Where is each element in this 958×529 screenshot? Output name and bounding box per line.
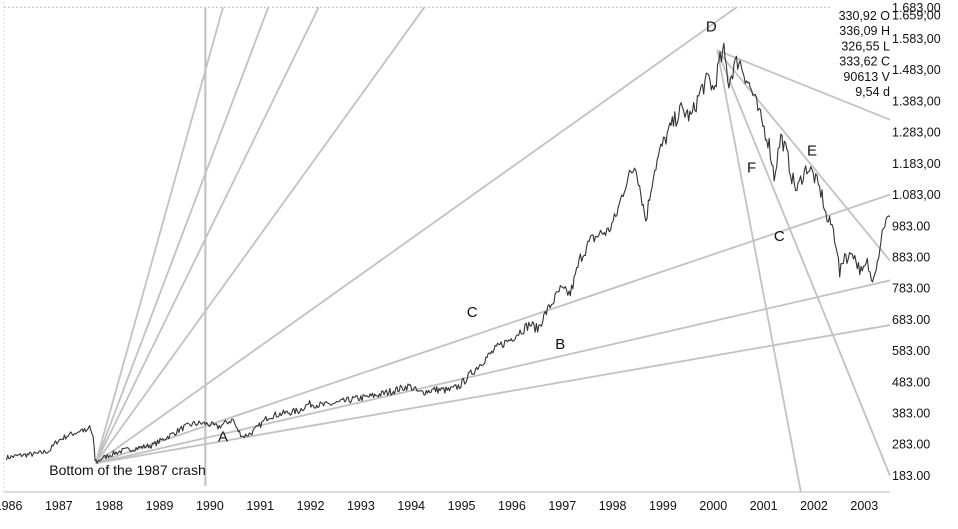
y-tick-label: 1.083,00 [892,188,941,202]
x-tick-label: 1990 [196,499,224,513]
y-tick-label: 483.00 [892,375,930,389]
x-tick-label: 1996 [498,499,526,513]
x-tick-label: 2001 [750,499,778,513]
point-label-4: C [467,304,478,321]
fan-line-8 [95,324,891,465]
fan-line-1 [94,7,224,464]
fan-line-9 [716,49,891,121]
point-label-5: B [555,336,565,353]
y-tick-label: 983.00 [892,219,930,233]
y-tick-label: 783.00 [892,282,930,296]
y-tick-label: 283.00 [892,438,930,452]
price-line [5,42,891,464]
fan-line-10 [716,49,891,262]
x-tick-label: 2000 [699,499,727,513]
ohlc-readout-line: 336,09 H [839,24,890,38]
y-tick-label: 1.683,00 [892,1,941,15]
x-tick-label: 1989 [146,499,174,513]
x-tick-labels: 1986 1987 1988 1989 1990 1991 1992 1993 1994 1995… [0,499,878,513]
x-tick-label: 1986 [0,499,22,513]
x-tick-label: 1995 [448,499,476,513]
ohlc-readout-line: 326,55 L [841,39,890,53]
ohlc-readout-line: 9,54 d [855,85,890,99]
y-tick-label: 583.00 [892,344,930,358]
point-label-3: C [774,228,785,245]
y-tick-label: 1.183,00 [892,157,941,171]
y-tick-label: 683.00 [892,313,930,327]
x-tick-label: 1988 [95,499,123,513]
x-tick-label: 1998 [599,499,627,513]
x-tick-label: 2002 [800,499,828,513]
y-tick-label: 883.00 [892,250,930,264]
x-tick-label: 1993 [347,499,375,513]
y-tick-label: 1.659,00 [892,8,941,22]
point-label-0: D [706,19,717,36]
x-tick-label: 1991 [246,499,274,513]
ohlc-readout-line: 90613 V [843,70,890,84]
y-tick-label: 383.00 [892,407,930,421]
price-layer [5,42,891,464]
ohlc-readout-line: 330,92 O [839,9,891,23]
y-tick-label: 1.583,00 [892,32,941,46]
y-tick-label: 1.483,00 [892,63,941,77]
annotations-layer: D E F C C B A Bottom of the 1987 crash [49,19,817,478]
fan-line-5 [95,6,737,465]
y-tick-label: 1.383,00 [892,94,941,108]
y-tick-labels: 1.683,001.659,00 1.583,00 1.483,00 1.383,00… [892,1,941,483]
x-tick-label: 1994 [397,499,425,513]
point-label-1: E [807,143,817,160]
point-label-6: A [218,428,228,445]
caption-label: Bottom of the 1987 crash [49,462,205,478]
y-tick-label: 1.283,00 [892,126,941,140]
x-tick-label: 1997 [548,499,576,513]
fan-line-3 [94,6,320,464]
x-tick-label: 2003 [850,499,878,513]
fan-line-4 [94,6,426,464]
fan-lines-layer [94,6,891,493]
x-tick-label: 1992 [297,499,325,513]
x-tick-label: 1987 [45,499,73,513]
fan-line-6 [95,193,891,465]
ohlc-readout-line: 333,62 C [839,55,890,69]
fan-line-7 [95,279,891,465]
fan-line-2 [94,6,270,464]
fan-line-11 [716,50,891,477]
fan-line-12 [716,50,802,493]
y-tick-label: 183.00 [892,469,930,483]
x-tick-label: 1999 [649,499,677,513]
point-label-2: F [747,160,756,177]
